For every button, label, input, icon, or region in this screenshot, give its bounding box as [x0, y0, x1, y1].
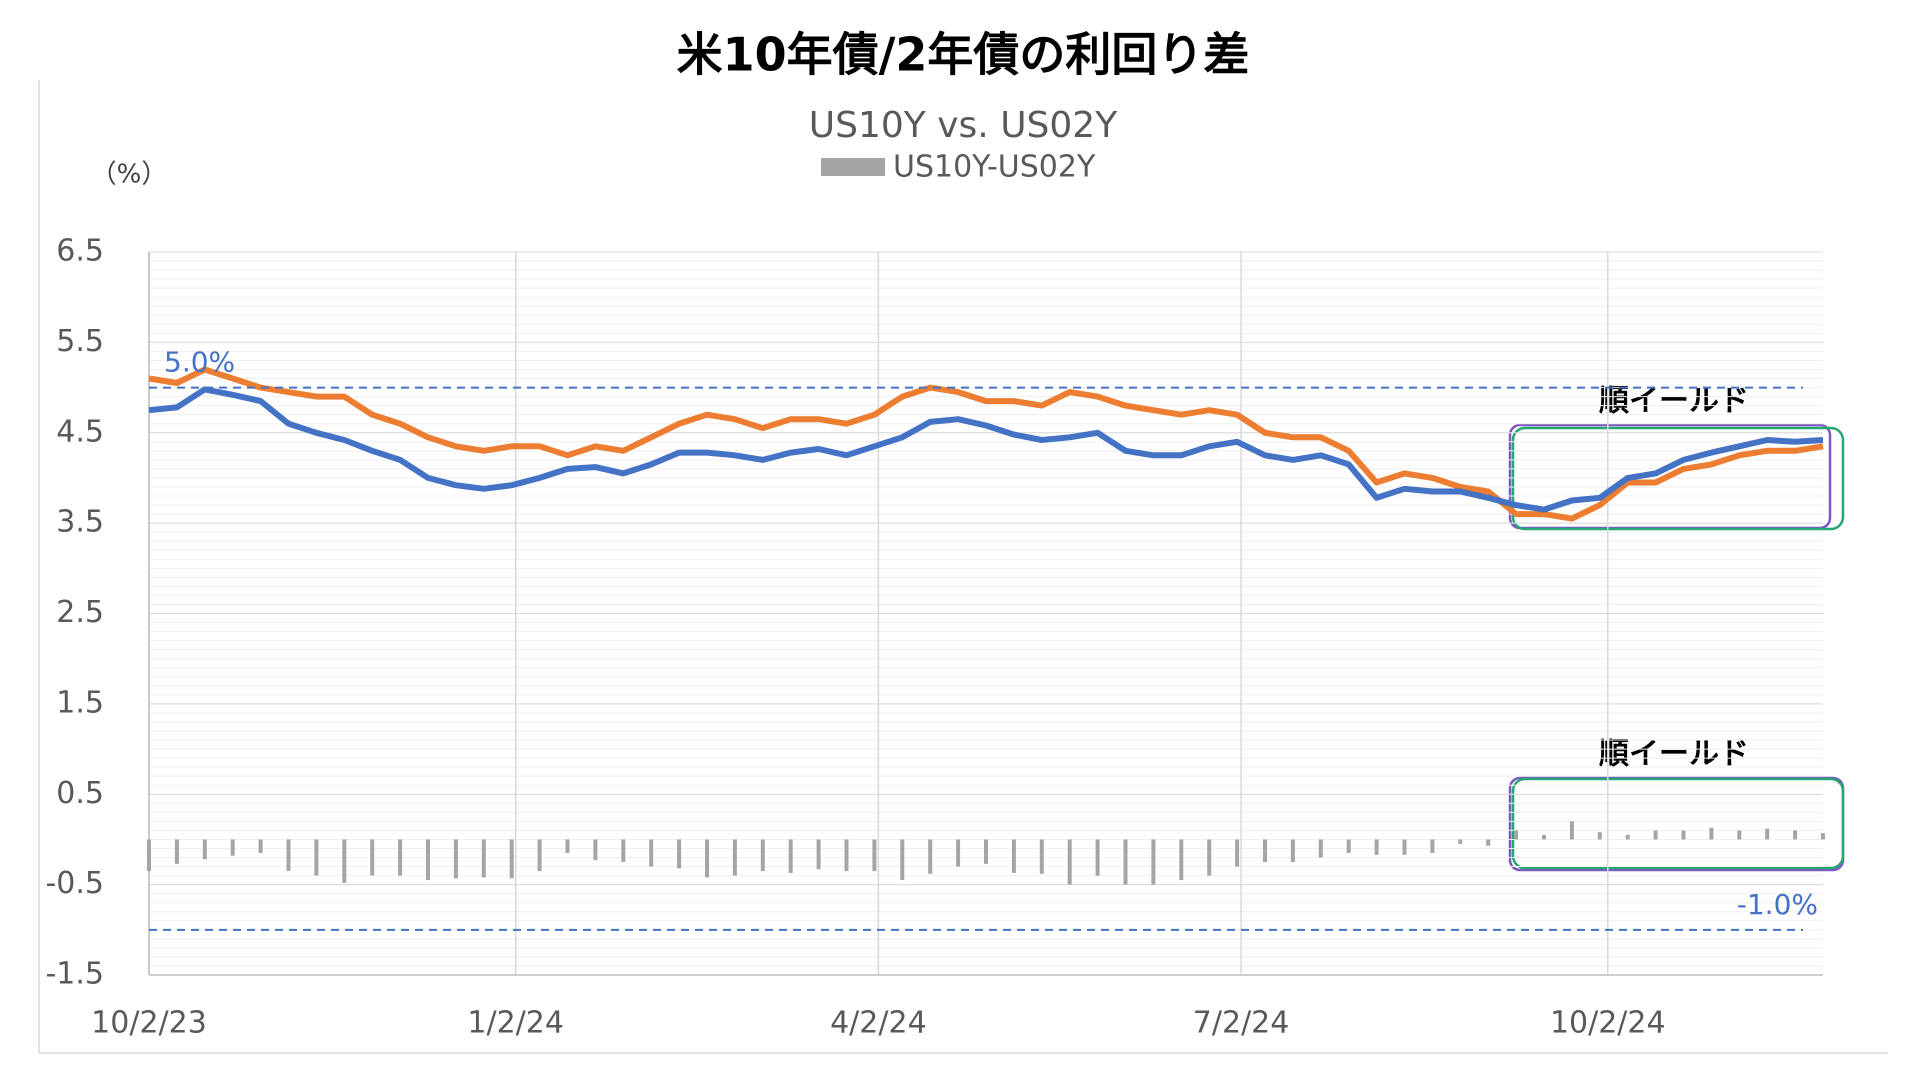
highlight-box: [1511, 777, 1845, 870]
bar: [900, 839, 905, 881]
y-tick-label: 3.5: [56, 505, 104, 540]
bar: [1597, 832, 1602, 840]
bar: [1290, 839, 1295, 863]
bar: [1681, 830, 1686, 840]
bar: [1653, 830, 1658, 840]
bar: [1430, 839, 1435, 853]
bar: [258, 839, 263, 853]
reference-label: -1.0%: [1737, 888, 1818, 921]
y-tick-label: -1.5: [45, 957, 104, 992]
bar: [732, 839, 737, 876]
chart-title: 米10年債/2年債の利回り差: [677, 28, 1250, 82]
bar: [1402, 839, 1407, 855]
bar: [1821, 833, 1825, 840]
bar: [1542, 834, 1546, 840]
bar: [453, 839, 458, 879]
x-tick-label: 4/2/24: [830, 1006, 927, 1041]
line: [148, 366, 1824, 522]
bar: [928, 839, 933, 874]
y-tick-label: 4.5: [56, 414, 104, 449]
bar: [342, 839, 347, 883]
bar: [1207, 839, 1212, 876]
bar: [1709, 827, 1714, 840]
bar: [1235, 839, 1240, 867]
bar: [1039, 839, 1044, 874]
bar: [509, 839, 514, 879]
bar: [816, 839, 821, 870]
bar: [565, 839, 570, 853]
bar: [537, 839, 542, 872]
bar: [1625, 834, 1630, 840]
bar: [286, 839, 291, 872]
bar: [677, 839, 682, 869]
bar: [872, 839, 877, 872]
y-tick-label: 5.5: [56, 324, 104, 359]
legend-label: US10Y-US02Y: [893, 150, 1096, 185]
bar: [426, 839, 430, 881]
bar: [174, 839, 179, 864]
y-tick-label: 2.5: [56, 595, 104, 630]
annotation: 順イールド: [1599, 384, 1749, 419]
bar: [1486, 839, 1491, 846]
bar: [788, 839, 793, 873]
bar: [984, 839, 988, 864]
bar: [956, 839, 961, 867]
y-tick-label: 6.5: [56, 234, 104, 269]
bar: [705, 839, 709, 878]
bar: [621, 839, 626, 863]
bar: [147, 839, 151, 872]
bar: [314, 839, 319, 876]
y-tick-label: -0.5: [45, 866, 104, 901]
bar: [1514, 830, 1519, 840]
x-tick-label: 10/2/23: [91, 1006, 207, 1041]
bar: [1151, 839, 1156, 885]
highlight-box: [1511, 426, 1845, 531]
bar: [1263, 839, 1267, 863]
bar: [1095, 839, 1100, 876]
bar: [370, 839, 375, 876]
x-tick-label: 10/2/24: [1550, 1006, 1666, 1041]
bar: [844, 839, 849, 872]
bar: [481, 839, 486, 878]
chart-subtitle: US10Y vs. US02Y: [809, 105, 1118, 146]
x-tick-label: 7/2/24: [1193, 1006, 1290, 1041]
bar: [1346, 839, 1351, 853]
bar: [230, 839, 235, 856]
bar: [1123, 839, 1128, 885]
bar: [760, 839, 765, 872]
annotation: 順イールド: [1599, 737, 1749, 772]
bar: [649, 839, 654, 867]
bar: [1067, 839, 1072, 885]
reference-label: 5.0%: [164, 346, 235, 379]
bar: [1569, 821, 1574, 840]
bar: [1458, 839, 1463, 844]
x-tick-label: 1/2/24: [467, 1006, 564, 1041]
legend-swatch: [821, 158, 885, 176]
y-axis-label: （%）: [91, 160, 168, 190]
bar: [593, 839, 598, 861]
bar: [1011, 839, 1016, 873]
bar: [1179, 839, 1184, 881]
bar: [1793, 830, 1798, 840]
bar: [398, 839, 403, 876]
bar: [202, 839, 207, 860]
plot-area: [147, 251, 1825, 976]
bar: [1374, 839, 1379, 855]
y-tick-label: 1.5: [56, 685, 104, 720]
bar: [1765, 828, 1770, 840]
bar: [1318, 839, 1323, 858]
line: [148, 386, 1824, 513]
highlight-box: [1508, 776, 1845, 872]
bar: [1737, 830, 1742, 840]
y-tick-label: 0.5: [56, 776, 104, 811]
